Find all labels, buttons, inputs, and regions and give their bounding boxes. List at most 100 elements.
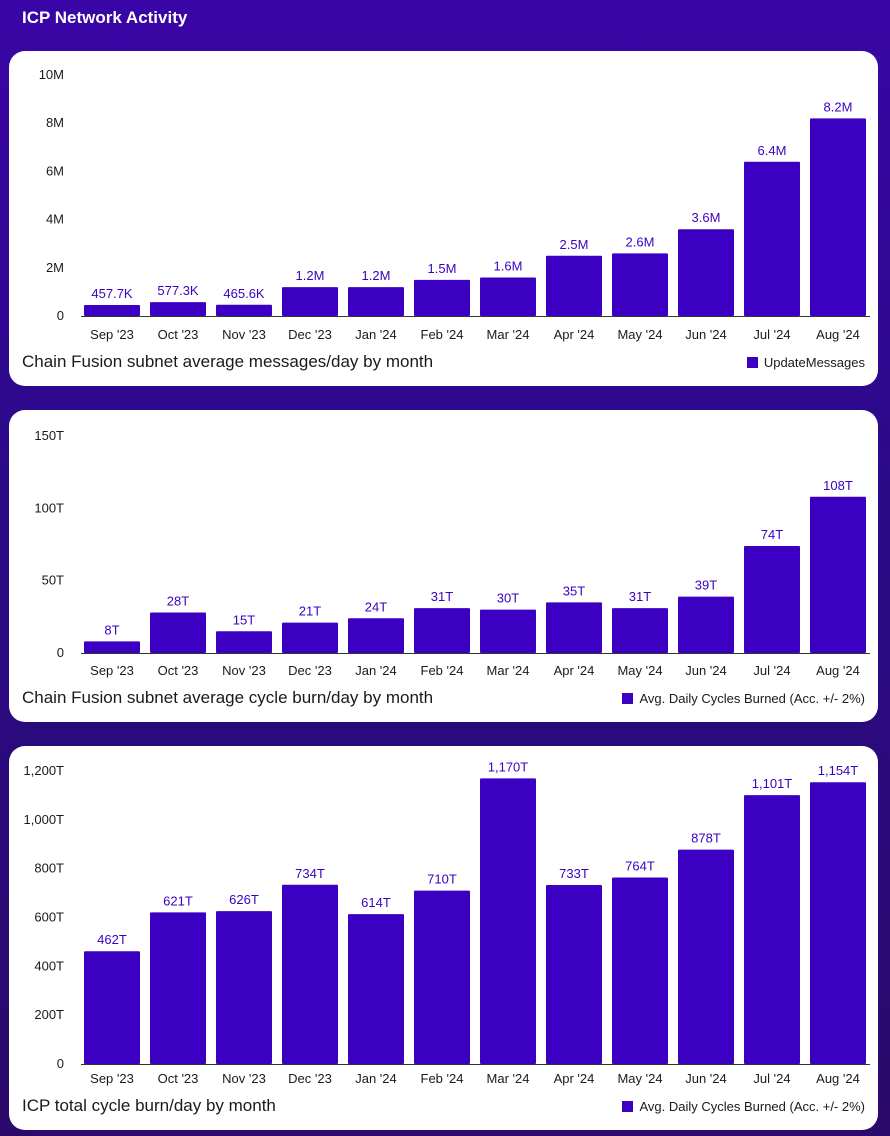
x-tick-label: Jun '24 [685,663,727,678]
x-tick-label: Oct '23 [158,663,199,678]
x-tick-label: Nov '23 [222,1071,266,1086]
x-tick-label: Jun '24 [685,1071,727,1086]
x-tick-label: Jan '24 [355,327,397,342]
data-label: 35T [563,583,585,598]
y-tick-label: 400T [34,958,64,973]
data-label: 1.2M [362,268,391,283]
x-tick-label: Dec '23 [288,1071,332,1086]
bar [84,304,140,316]
x-tick-label: Jan '24 [355,663,397,678]
x-tick-label: Mar '24 [487,663,530,678]
data-label: 710T [427,872,457,887]
chart-title: Chain Fusion subnet average messages/day… [22,352,434,371]
data-label: 462T [97,932,127,947]
y-tick-label: 1,000T [24,812,65,827]
data-label: 1.6M [494,258,523,273]
legend-label: Avg. Daily Cycles Burned (Acc. +/- 2%) [639,691,865,706]
x-tick-label: Mar '24 [487,1071,530,1086]
data-label: 2.6M [626,234,655,249]
x-tick-label: Aug '24 [816,327,860,342]
y-tick-label: 50T [42,573,64,588]
y-tick-label: 0 [57,1056,64,1071]
chart-cycle-burn-subnet: 0 50T 100T 150T 8T Sep '23 28T Oct '23 15T Nov '2… [34,428,870,678]
data-label: 1,101T [752,776,793,791]
x-tick-label: May '24 [617,1071,662,1086]
data-label: 1,170T [488,759,529,774]
bar [678,229,734,316]
x-tick-label: Aug '24 [816,663,860,678]
data-label: 108T [823,478,853,493]
bar [744,545,800,653]
data-label: 3.6M [692,210,721,225]
bar [678,849,734,1064]
chart-title: ICP total cycle burn/day by month [22,1096,276,1115]
data-label: 15T [233,612,255,627]
data-label: 8T [104,622,119,637]
data-label: 1.2M [296,268,325,283]
x-tick-label: Feb '24 [421,663,464,678]
x-tick-label: Oct '23 [158,327,199,342]
bar [546,885,602,1064]
bar [810,118,866,316]
x-tick-label: Aug '24 [816,1071,860,1086]
data-label: 74T [761,527,783,542]
bar [744,795,800,1064]
bar [810,496,866,653]
bar [150,912,206,1064]
bar [414,279,470,316]
x-tick-label: Jun '24 [685,327,727,342]
x-tick-label: Jul '24 [753,663,790,678]
bar [84,951,140,1064]
bar [282,287,338,316]
data-label: 30T [497,591,519,606]
data-label: 1.5M [428,261,457,276]
bar [216,631,272,653]
x-tick-label: Mar '24 [487,327,530,342]
chart-panel-icp-total-burn: 0 200T 400T 600T 800T 1,000T 1,200T 462T Sep '23… [9,746,878,1130]
data-label: 878T [691,831,721,846]
y-tick-label: 10M [39,67,64,82]
data-label: 1,154T [818,763,859,778]
data-label: 6.4M [758,143,787,158]
data-label: 734T [295,866,325,881]
data-label: 24T [365,599,387,614]
bar [216,911,272,1064]
x-tick-label: Apr '24 [554,327,595,342]
bar [546,255,602,316]
x-tick-label: Dec '23 [288,663,332,678]
x-tick-label: May '24 [617,663,662,678]
x-tick-label: Sep '23 [90,1071,134,1086]
legend-label: Avg. Daily Cycles Burned (Acc. +/- 2%) [639,1099,865,1114]
data-label: 457.7K [91,286,133,301]
bar [348,618,404,653]
bar [282,622,338,653]
data-label: 8.2M [824,99,853,114]
data-label: 733T [559,866,589,881]
x-tick-label: Apr '24 [554,1071,595,1086]
legend: UpdateMessages [746,355,865,370]
bar [480,778,536,1064]
bar [678,596,734,653]
chart-messages: 0 2M 4M 6M 8M 10M 457.7K Sep '23 577.3K Oct '23 46… [39,67,870,342]
bar [348,914,404,1064]
y-tick-label: 0 [57,645,64,660]
x-tick-label: Feb '24 [421,1071,464,1086]
data-label: 2.5M [560,237,589,252]
legend: Avg. Daily Cycles Burned (Acc. +/- 2%) [622,691,865,706]
x-tick-label: Feb '24 [421,327,464,342]
data-label: 28T [167,593,189,608]
data-label: 577.3K [157,283,199,298]
bar [414,608,470,653]
y-tick-label: 150T [34,428,64,443]
legend-label: UpdateMessages [763,355,865,370]
x-tick-label: Dec '23 [288,327,332,342]
bar [216,304,272,316]
chart-icp-total-burn: 0 200T 400T 600T 800T 1,000T 1,200T 462T Sep '23… [24,759,870,1086]
x-tick-label: Jul '24 [753,1071,790,1086]
chart-panel-messages: 0 2M 4M 6M 8M 10M 457.7K Sep '23 577.3K Oct '23 46… [9,51,878,386]
x-tick-label: Oct '23 [158,1071,199,1086]
bar [612,253,668,316]
bar [150,612,206,653]
y-tick-label: 100T [34,500,64,515]
chart-title: Chain Fusion subnet average cycle burn/d… [22,688,434,707]
